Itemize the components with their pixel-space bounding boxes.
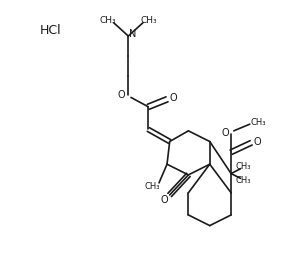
Text: O: O [222,128,230,138]
Text: CH₃: CH₃ [251,118,266,127]
Text: CH₃: CH₃ [235,162,251,171]
Text: CH₃: CH₃ [145,182,160,191]
Text: O: O [170,93,178,103]
Text: CH₃: CH₃ [100,15,117,25]
Text: N: N [129,29,136,39]
Text: O: O [161,195,168,205]
Text: CH₃: CH₃ [140,15,157,25]
Text: CH₃: CH₃ [235,176,251,185]
Text: O: O [253,136,261,147]
Text: O: O [118,90,125,100]
Text: HCl: HCl [40,24,62,37]
